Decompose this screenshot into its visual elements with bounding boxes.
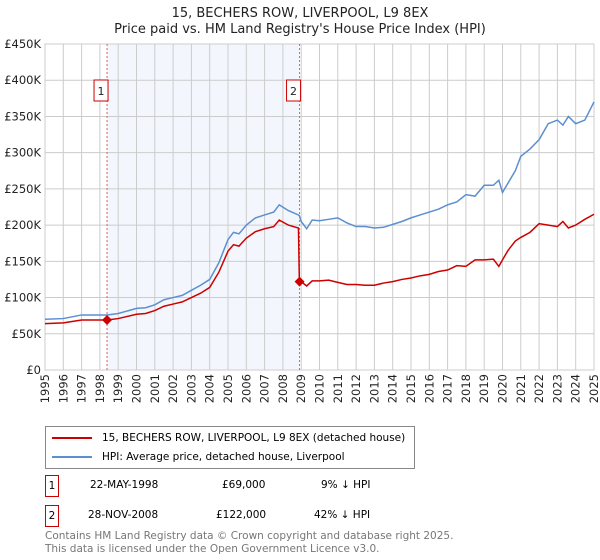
footer-line-2: This data is licensed under the Open Gov… [45,543,380,555]
legend-swatch-red [52,437,92,439]
x-tick-label: 2002 [166,374,180,403]
x-tick-label: 2007 [258,374,272,403]
y-tick-label: £300K [4,146,41,160]
y-tick-label: £450K [4,37,41,51]
x-tick-label: 2017 [441,374,455,403]
sale-point-marker [294,276,305,287]
y-tick-label: £0 [26,363,41,377]
x-tick-label: 2023 [550,374,564,403]
y-tick-label: £50K [12,327,42,341]
x-tick-label: 2004 [203,374,217,403]
sale-marker-badge: 1 [45,475,59,497]
x-tick-label: 1998 [93,374,107,403]
x-tick-label: 2025 [587,374,600,403]
sale-point-marker [102,315,113,326]
y-tick-label: £350K [4,109,41,123]
x-tick-label: 2006 [239,374,253,403]
x-tick-label: 2003 [184,374,198,403]
sale-marker-badge: 2 [45,505,59,527]
y-tick-label: £400K [4,73,41,87]
x-tick-label: 2018 [459,374,473,403]
x-tick-label: 1999 [111,374,125,403]
x-tick-label: 2013 [367,374,381,403]
x-tick-label: 2010 [313,374,327,403]
sale-hpi-diff: 42% ↓ HPI [314,509,371,521]
legend: 15, BECHERS ROW, LIVERPOOL, L9 8EX (deta… [45,426,415,469]
sale-price: £122,000 [216,509,267,521]
x-tick-label: 2012 [349,374,363,403]
x-tick-label: 1997 [75,374,89,403]
sale-price: £69,000 [222,479,266,491]
x-tick-label: 2024 [569,374,583,403]
x-tick-label: 2019 [477,374,491,403]
sale-date: 28-NOV-2008 [88,509,159,521]
x-tick-label: 2000 [130,374,144,403]
x-tick-label: 2011 [331,374,345,403]
x-tick-label: 2005 [221,374,235,403]
x-tick-label: 2015 [404,374,418,403]
legend-item-property: 15, BECHERS ROW, LIVERPOOL, L9 8EX (deta… [52,430,405,446]
x-tick-label: 2014 [386,374,400,403]
x-tick-label: 1996 [56,374,70,403]
sale-date: 22-MAY-1998 [90,479,159,491]
price-paid-line [44,213,595,325]
plot-border [44,43,595,371]
x-tick-label: 2022 [532,374,546,403]
sale-label: 2 [290,85,297,98]
sale-label-box [286,79,302,102]
x-tick-label: 2008 [276,374,290,403]
legend-label: HPI: Average price, detached house, Live… [102,451,345,463]
sale-period-shading [107,44,300,370]
legend-swatch-blue [52,456,92,458]
x-tick-label: 2001 [148,374,162,403]
x-tick-label: 2009 [294,374,308,403]
hpi-line [44,101,595,321]
chart-title: 15, BECHERS ROW, LIVERPOOL, L9 8EX [171,6,429,21]
sale-hpi-diff: 9% ↓ HPI [321,479,371,491]
x-tick-label: 1995 [38,374,52,403]
x-tick-label: 2016 [422,374,436,403]
footer: Contains HM Land Registry data © Crown c… [45,530,453,556]
y-tick-label: £150K [4,254,41,268]
y-tick-label: £100K [4,291,41,305]
chart-subtitle: Price paid vs. HM Land Registry's House … [114,22,486,37]
footer-line-1: Contains HM Land Registry data © Crown c… [45,530,454,542]
y-tick-label: £250K [4,182,41,196]
legend-item-hpi: HPI: Average price, detached house, Live… [52,449,345,465]
sale-label-box [93,79,109,102]
y-tick-label: £200K [4,218,41,232]
plot-area: £0 £50K £100K £150K £200K £250K £300K £350K £400… [4,37,600,403]
x-tick-label: 2020 [496,374,510,403]
x-tick-label: 2021 [514,374,528,403]
sale-label: 1 [98,85,105,98]
legend-label: 15, BECHERS ROW, LIVERPOOL, L9 8EX (deta… [102,432,406,444]
